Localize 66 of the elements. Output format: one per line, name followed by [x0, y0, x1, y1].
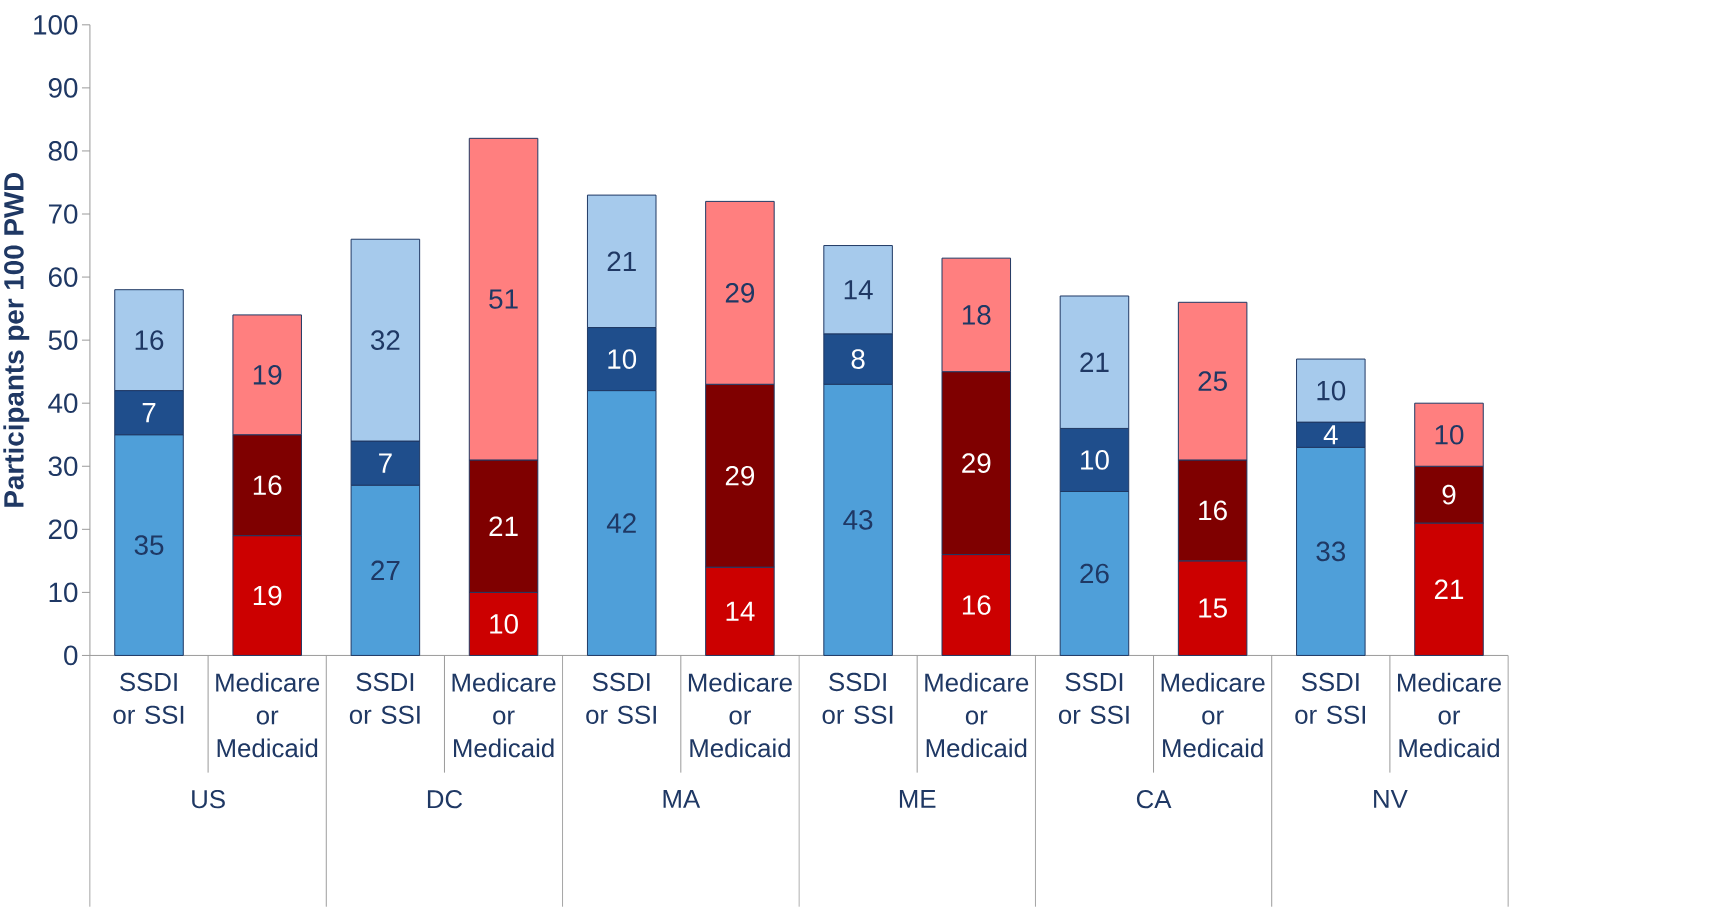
data-label: 18 [962, 304, 991, 325]
x-tick-label: Medicare or Medicaid [688, 672, 792, 758]
y-tick-label: 20 [48, 519, 78, 540]
x-tick-label: Medicare or Medicaid [1398, 672, 1501, 758]
data-label: 42 [606, 513, 636, 533]
x-tick-label: SSDI or SSI [586, 672, 656, 724]
data-label: 19 [253, 585, 282, 606]
y-tick-label: 60 [48, 267, 78, 287]
x-tick-label: SSDI or SSI [822, 672, 893, 724]
data-label: 7 [379, 453, 392, 473]
y-tick-label: 100 [34, 14, 78, 35]
data-label: 10 [1435, 424, 1464, 445]
data-label: 8 [851, 349, 865, 369]
text: US [192, 789, 225, 809]
text: ME [899, 789, 936, 808]
data-label: 16 [962, 595, 991, 615]
data-label: 7 [142, 403, 156, 423]
x-tick-label: SSDI or SSI [1058, 672, 1129, 724]
y-tick-label: 70 [48, 204, 78, 224]
data-label: 27 [371, 560, 400, 580]
y-tick-label: 80 [48, 141, 78, 161]
data-label: 10 [608, 349, 637, 369]
data-label: 10 [1317, 380, 1346, 401]
x-tick-label: SSDI or SSI [1295, 672, 1366, 724]
data-label: 29 [962, 453, 991, 473]
data-label: 25 [1198, 371, 1227, 391]
data-label: 14 [844, 280, 873, 300]
data-label: 32 [370, 330, 400, 350]
data-label: 21 [607, 251, 636, 271]
data-label: 16 [1199, 500, 1227, 521]
data-label: 43 [843, 509, 873, 530]
data-label: 29 [725, 465, 755, 486]
y-tick-label: 0 [64, 645, 78, 666]
data-label: 10 [490, 613, 518, 634]
x-tick-label: Medicare or Medicaid [216, 672, 320, 758]
y-tick-label: 50 [48, 330, 78, 350]
data-label: 16 [253, 475, 282, 495]
x-tick-label: SSDI or SSI [349, 672, 420, 724]
data-label: 35 [134, 535, 164, 555]
data-label: 14 [726, 601, 755, 621]
data-label: 21 [1434, 579, 1464, 599]
data-label: 4 [1323, 425, 1338, 445]
data-label: 33 [1316, 541, 1346, 562]
x-tick-label: Medicare or Medicaid [925, 672, 1029, 758]
text: DC [427, 789, 463, 809]
text: NV [1374, 789, 1408, 808]
y-axis-title: Participants per 100 PWD [3, 172, 30, 507]
data-label: 10 [1081, 450, 1109, 470]
y-tick-label: 30 [48, 456, 78, 477]
x-tick-label: SSDI or SSI [113, 672, 184, 724]
data-label: 15 [1199, 598, 1227, 618]
data-label: 21 [489, 516, 518, 536]
x-tick-label: Medicare or Medicaid [452, 672, 556, 758]
data-label: 51 [489, 289, 518, 309]
data-label: 21 [1080, 352, 1109, 372]
data-label: 9 [1442, 484, 1456, 505]
y-tick-label: 90 [48, 77, 78, 98]
data-label: 26 [1080, 563, 1109, 584]
data-label: 19 [253, 364, 282, 385]
y-tick-label: 10 [49, 582, 78, 603]
data-label: 16 [135, 330, 164, 350]
text: MA [663, 789, 701, 808]
x-tick-label: Medicare or Medicaid [1161, 672, 1265, 758]
data-label: 29 [725, 282, 755, 303]
y-tick-label: 40 [48, 393, 78, 413]
text: CA [1136, 789, 1172, 809]
